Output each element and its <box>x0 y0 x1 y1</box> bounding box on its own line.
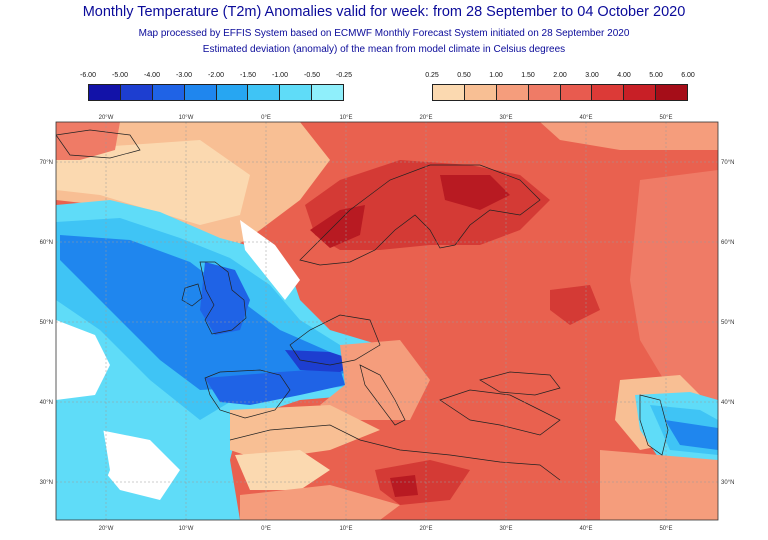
region-sahara-light <box>240 485 400 520</box>
axis-label: 10°E <box>339 115 352 121</box>
region-libya-dark <box>390 475 418 497</box>
axis-label: 50°N <box>40 320 53 326</box>
region-norway-dark <box>310 205 365 248</box>
latitude-labels-left: 70°N 60°N 50°N 40°N 30°N <box>40 160 53 486</box>
region-central-cold-deep <box>285 350 360 372</box>
region-uk-cold-deep <box>200 262 250 335</box>
legend-tick-label: -4.00 <box>144 72 160 79</box>
map-frame <box>55 121 719 521</box>
longitude-labels-bottom: 20°W 10°W 0°E 10°E 20°E 30°E 40°E 50°E <box>99 526 673 532</box>
legend-swatch <box>624 85 657 100</box>
axis-label: 20°W <box>99 115 114 121</box>
legend-swatch <box>592 85 625 100</box>
axis-label: 50°E <box>659 526 672 532</box>
map-title: Monthly Temperature (T2m) Anomalies vali… <box>82 4 686 20</box>
region-east-light <box>630 170 718 400</box>
map-subtitle-units: Estimated deviation (anomaly) of the mea… <box>202 44 566 55</box>
region-mediterranean-light <box>320 340 430 420</box>
map-subtitle-processing: Map processed by EFFIS System based on E… <box>138 28 630 39</box>
legend-swatch <box>560 85 593 100</box>
axis-label: 0°E <box>261 526 271 532</box>
axis-label: 10°W <box>179 115 194 121</box>
legend-tick-label: -3.00 <box>176 72 192 79</box>
region-neutral-atlantic-south <box>95 430 180 500</box>
axis-label: 10°E <box>339 526 352 532</box>
legend-tick-label: 0.50 <box>457 72 471 79</box>
legend-swatch <box>433 85 465 100</box>
axis-label: 60°N <box>40 240 53 246</box>
region-cyan-southwest <box>56 405 110 520</box>
region-north-africa-pale <box>230 405 380 460</box>
axis-label: 30°N <box>721 480 734 486</box>
legend-warm-scale: 0.25 0.50 1.00 1.50 2.00 3.00 4.00 5.00 6.00 <box>425 72 695 102</box>
axis-label: 10°W <box>179 526 194 532</box>
legend-tick-label: 0.25 <box>425 72 439 79</box>
legend-swatch <box>89 85 121 100</box>
legend-swatch <box>528 85 561 100</box>
region-arctic-pale <box>540 122 718 150</box>
legend-swatch <box>216 85 249 100</box>
axis-label: 20°E <box>419 526 432 532</box>
axis-label: 60°N <box>721 240 734 246</box>
legend-cold-scale: -6.00 -5.00 -4.00 -3.00 -2.00 -1.50 -1.00 -0.50… <box>80 72 352 102</box>
region-southeast-pale <box>600 450 718 520</box>
legend-swatch <box>312 85 343 100</box>
axis-label: 20°E <box>419 115 432 121</box>
legend-tick-label: -2.00 <box>208 72 224 79</box>
axis-label: 40°N <box>40 400 53 406</box>
legend-tick-label: -6.00 <box>80 72 96 79</box>
legend-tick-label: 6.00 <box>681 72 695 79</box>
region-caspian-mid <box>665 420 718 450</box>
axis-label: 70°N <box>40 160 53 166</box>
legend-swatch <box>184 85 217 100</box>
legend-tick-label: 1.50 <box>521 72 535 79</box>
region-lapland-dark <box>440 175 510 210</box>
region-russia-strong <box>550 285 600 325</box>
axis-label: 40°E <box>579 115 592 121</box>
legend-swatch <box>464 85 497 100</box>
legend-tick-label: -1.50 <box>240 72 256 79</box>
axis-label: 40°N <box>721 400 734 406</box>
legend-tick-label: 3.00 <box>585 72 599 79</box>
legend-swatch <box>120 85 153 100</box>
axis-label: 30°E <box>499 526 512 532</box>
region-iberia-cold-deep <box>205 368 345 405</box>
region-north-atlantic-cream <box>56 140 250 225</box>
legend-tick-label: -5.00 <box>112 72 128 79</box>
axis-label: 40°E <box>579 526 592 532</box>
legend-swatch <box>280 85 313 100</box>
axis-label: 30°N <box>40 480 53 486</box>
legend-tick-label: -0.25 <box>336 72 352 79</box>
region-north-africa-cream <box>235 450 330 490</box>
legend-tick-label: 4.00 <box>617 72 631 79</box>
latitude-labels-right: 70°N 60°N 50°N 40°N 30°N <box>721 160 734 486</box>
coastlines <box>56 129 669 481</box>
axis-label: 30°E <box>499 115 512 121</box>
legend-swatch <box>248 85 281 100</box>
legend-swatch <box>656 85 687 100</box>
axis-label: 50°E <box>659 115 672 121</box>
region-neutral-central <box>240 220 300 300</box>
legend-tick-label: -0.50 <box>304 72 320 79</box>
legend-tick-label: -1.00 <box>272 72 288 79</box>
legend-tick-label: 5.00 <box>649 72 663 79</box>
axis-label: 0°E <box>261 115 271 121</box>
region-neutral-west <box>56 320 110 400</box>
axis-label: 50°N <box>721 320 734 326</box>
legend-swatch <box>496 85 529 100</box>
legend-swatch <box>152 85 185 100</box>
longitude-labels-top: 20°W 10°W 0°E 10°E 20°E 30°E 40°E 50°E <box>99 115 673 121</box>
legend-tick-label: 2.00 <box>553 72 567 79</box>
legend-tick-label: 1.00 <box>489 72 503 79</box>
axis-label: 70°N <box>721 160 734 166</box>
axis-label: 20°W <box>99 526 114 532</box>
